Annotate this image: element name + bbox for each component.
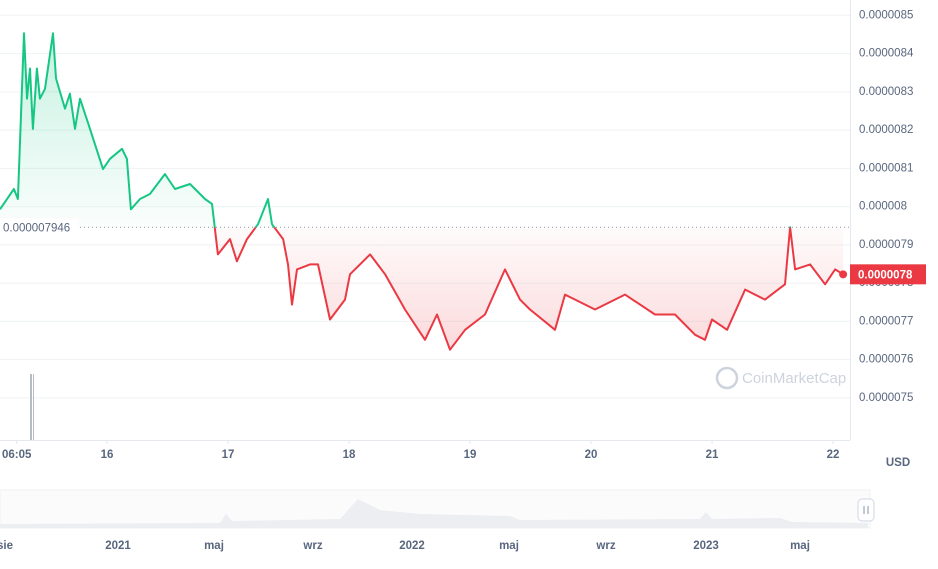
navigator-handle[interactable] (857, 498, 875, 522)
x-tick-label: 16 (101, 449, 114, 461)
navigator-label: 2022 (399, 540, 425, 552)
x-tick-label: 20 (585, 449, 598, 461)
reference-label-bg (0, 218, 78, 237)
y-tick-label: 0.000008 (859, 201, 907, 213)
x-tick-label: 06:05 (2, 449, 32, 461)
y-tick-label: 0.0000077 (859, 315, 913, 327)
current-dot (839, 270, 848, 279)
navigator-label: maj (790, 540, 810, 552)
x-tick-label: 22 (827, 449, 840, 461)
current-label: 0.0000078 (858, 269, 913, 281)
navigator-area (0, 499, 868, 528)
y-tick-label: 0.0000079 (859, 239, 913, 251)
watermark: CoinMarketCap (715, 366, 846, 390)
y-tick-label: 0.0000083 (859, 86, 913, 98)
y-tick-label: 0.0000082 (859, 124, 913, 136)
x-tick-label: 18 (343, 449, 356, 461)
y-tick-label: 0.0000076 (859, 354, 913, 366)
x-tick-label: 19 (464, 449, 477, 461)
reference-label: 0.000007946 (3, 222, 70, 234)
x-tick-label: 17 (222, 449, 235, 461)
currency-label: USD (886, 457, 910, 469)
volume-decoration (33, 374, 34, 440)
y-tick-label: 0.0000084 (859, 48, 914, 60)
navigator-label: wrz (302, 540, 322, 552)
volume-decoration (30, 374, 32, 440)
navigator-label: sie (0, 540, 13, 552)
y-tick-label: 0.0000085 (859, 9, 913, 21)
navigator-label: 2023 (693, 540, 719, 552)
navigator-label: maj (499, 540, 519, 552)
x-tick-label: 21 (706, 449, 719, 461)
watermark-text: CoinMarketCap (742, 370, 846, 387)
navigator-label: wrz (595, 540, 615, 552)
navigator-label: 2021 (105, 540, 131, 552)
price-line (0, 32, 844, 351)
current-label-bg (850, 264, 926, 285)
navigator-label: maj (204, 540, 224, 552)
y-tick-label: 0.0000075 (859, 392, 913, 404)
price-area (0, 33, 844, 350)
y-tick-label: 0.0000081 (859, 162, 913, 174)
